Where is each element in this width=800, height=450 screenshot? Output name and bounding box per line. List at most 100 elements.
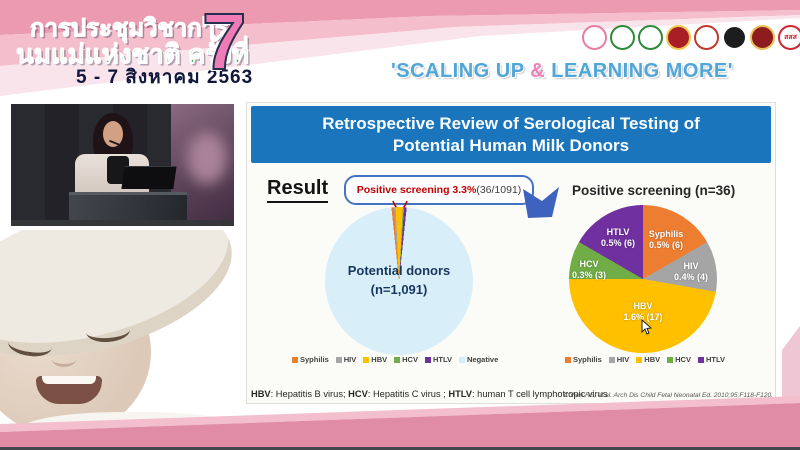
slice-label-htlv: HTLV 0.5% (6) bbox=[588, 227, 648, 249]
legend-label: Negative bbox=[467, 355, 499, 364]
slide: Retrospective Review of Serological Test… bbox=[246, 102, 776, 404]
slide-title-line1: Retrospective Review of Serological Test… bbox=[322, 114, 700, 134]
footnote-abbr: HBV bbox=[251, 389, 271, 399]
event-header: การประชุมวิชาการ นมแม่แห่งชาติ ครั้งที่ … bbox=[0, 0, 800, 100]
breastfeeding-foundation-logo bbox=[582, 25, 607, 50]
legend-swatch bbox=[636, 356, 643, 363]
green-medical-seal-logo bbox=[610, 25, 635, 50]
footnote: HBV: Hepatitis B virus; HCV: Hepatitis C… bbox=[251, 389, 608, 399]
red-gold-crest-logo bbox=[666, 25, 691, 50]
legend-swatch bbox=[363, 356, 370, 363]
legend-item-hbv: HBV bbox=[636, 355, 660, 364]
legend-label: HBV bbox=[371, 355, 388, 364]
event-title-line2: นมแม่แห่งชาติ ครั้งที่ bbox=[16, 39, 250, 70]
footnote-abbr: HTLV bbox=[448, 389, 472, 399]
footnote-text: : Hepatitis B virus; bbox=[270, 389, 349, 399]
left-pie-center-line2: (n=1,091) bbox=[370, 282, 428, 297]
legend-item-htlv: HTLV bbox=[424, 355, 452, 364]
event-number: 7 bbox=[201, 0, 247, 86]
black-university-seal-logo bbox=[722, 25, 747, 50]
tagline-close: LEARNING MORE' bbox=[545, 60, 734, 82]
legend-label: HIV bbox=[343, 355, 357, 364]
legend-label: HIV bbox=[616, 355, 630, 364]
footnote-abbr: HCV bbox=[348, 389, 368, 399]
result-label: Result bbox=[267, 177, 329, 203]
slice-name: HBV bbox=[633, 301, 653, 311]
stage-floor bbox=[11, 220, 234, 226]
legend-item-negative: Negative bbox=[459, 355, 498, 364]
slice-name: HIV bbox=[683, 261, 699, 271]
event-dates: 5 - 7 สิงหาคม 2563 bbox=[76, 67, 254, 88]
laptop bbox=[121, 166, 177, 189]
baby-background-photo bbox=[0, 230, 246, 448]
tagline-open: 'SCALING UP bbox=[390, 60, 531, 82]
header-background bbox=[0, 0, 800, 96]
dark-red-emblem-logo bbox=[750, 25, 775, 50]
legend-item-hiv: HIV bbox=[335, 355, 357, 364]
mouse-cursor bbox=[641, 319, 653, 335]
partner-logos: สสส bbox=[582, 25, 800, 50]
legend-swatch bbox=[608, 356, 615, 363]
legend-item-htlv: HTLV bbox=[697, 355, 725, 364]
slice-label-hbv: HBV 1.6% (17) bbox=[613, 301, 673, 323]
legend-positive-screening: Syphilis HIV HBV HCV HTLV bbox=[565, 355, 725, 364]
citation: Cohen RS, et al. Arch Dis Child Fetal Ne… bbox=[563, 392, 773, 399]
presenter-video[interactable] bbox=[8, 101, 237, 229]
baby-nose bbox=[52, 352, 76, 367]
tagline-ampersand: & bbox=[530, 60, 546, 82]
slide-title-banner: Retrospective Review of Serological Test… bbox=[251, 106, 771, 163]
slice-label-hcv: HCV 0.3% (3) bbox=[559, 259, 619, 281]
positive-screening-callout: Positive screening 3.3% (36/1091) bbox=[344, 175, 534, 205]
legend-label: Syphilis bbox=[573, 355, 602, 364]
legend-swatch bbox=[667, 356, 674, 363]
legend-label: HTLV bbox=[705, 355, 725, 364]
legend-item-hbv: HBV bbox=[363, 355, 387, 364]
slide-title-line2: Potential Human Milk Donors bbox=[392, 135, 630, 155]
legend-item-syphilis: Syphilis bbox=[292, 355, 329, 364]
legend-label: HTLV bbox=[432, 355, 452, 364]
left-pie-center-label: Potential donors (n=1,091) bbox=[325, 207, 473, 355]
legend-swatch bbox=[565, 356, 571, 363]
backdrop-baby-image bbox=[187, 132, 227, 184]
legend-swatch bbox=[292, 356, 298, 363]
callout-detail: (36/1091) bbox=[476, 184, 522, 196]
slice-label-hiv: HIV 0.4% (4) bbox=[661, 261, 721, 283]
legend-label: HBV bbox=[644, 355, 661, 364]
footnote-text: : Hepatitis C virus ; bbox=[367, 389, 449, 399]
slice-value: 1.6% (17) bbox=[623, 311, 663, 322]
slice-label-syphilis: Syphilis 0.5% (6) bbox=[636, 229, 696, 251]
right-pie-heading: Positive screening (n=36) bbox=[572, 183, 736, 198]
legend-potential-donors: Syphilis HIV HBV HCV HTLV Negative bbox=[292, 355, 498, 364]
legend-label: HCV bbox=[675, 355, 691, 364]
royal-crest-logo bbox=[694, 25, 719, 50]
green-health-seal-logo bbox=[638, 25, 663, 50]
legend-swatch bbox=[424, 356, 431, 363]
presenter-face bbox=[103, 121, 123, 147]
thai-health-sss-logo: สสส bbox=[778, 25, 800, 50]
callout-highlight: Positive screening 3.3% bbox=[356, 184, 477, 196]
legend-swatch bbox=[459, 356, 465, 363]
legend-swatch bbox=[697, 356, 704, 363]
slice-name: HTLV bbox=[606, 227, 630, 237]
pie-chart-potential-donors bbox=[325, 207, 473, 355]
legend-item-syphilis: Syphilis bbox=[565, 355, 602, 364]
footnote-text: : human T cell lymphotropic virus bbox=[471, 389, 608, 399]
legend-item-hcv: HCV bbox=[394, 355, 418, 364]
slice-name: HCV bbox=[579, 259, 599, 269]
legend-label: Syphilis bbox=[300, 355, 329, 364]
legend-label: HCV bbox=[402, 355, 418, 364]
baby-shoulder bbox=[20, 412, 246, 448]
slice-value: 0.3% (3) bbox=[571, 269, 606, 280]
slice-value: 0.5% (6) bbox=[648, 239, 683, 250]
blue-arrow-icon bbox=[523, 187, 559, 218]
event-tagline: 'SCALING UP & LEARNING MORE' bbox=[328, 60, 796, 83]
baby-teeth bbox=[42, 376, 96, 384]
slice-value: 0.4% (4) bbox=[673, 271, 708, 282]
legend-swatch bbox=[394, 356, 401, 363]
event-title-line1: การประชุมวิชาการ bbox=[29, 15, 229, 43]
slice-name: Syphilis bbox=[648, 229, 684, 239]
left-pie-center-line1: Potential donors bbox=[347, 263, 451, 279]
slice-value: 0.5% (6) bbox=[600, 237, 635, 248]
legend-swatch bbox=[335, 356, 342, 363]
